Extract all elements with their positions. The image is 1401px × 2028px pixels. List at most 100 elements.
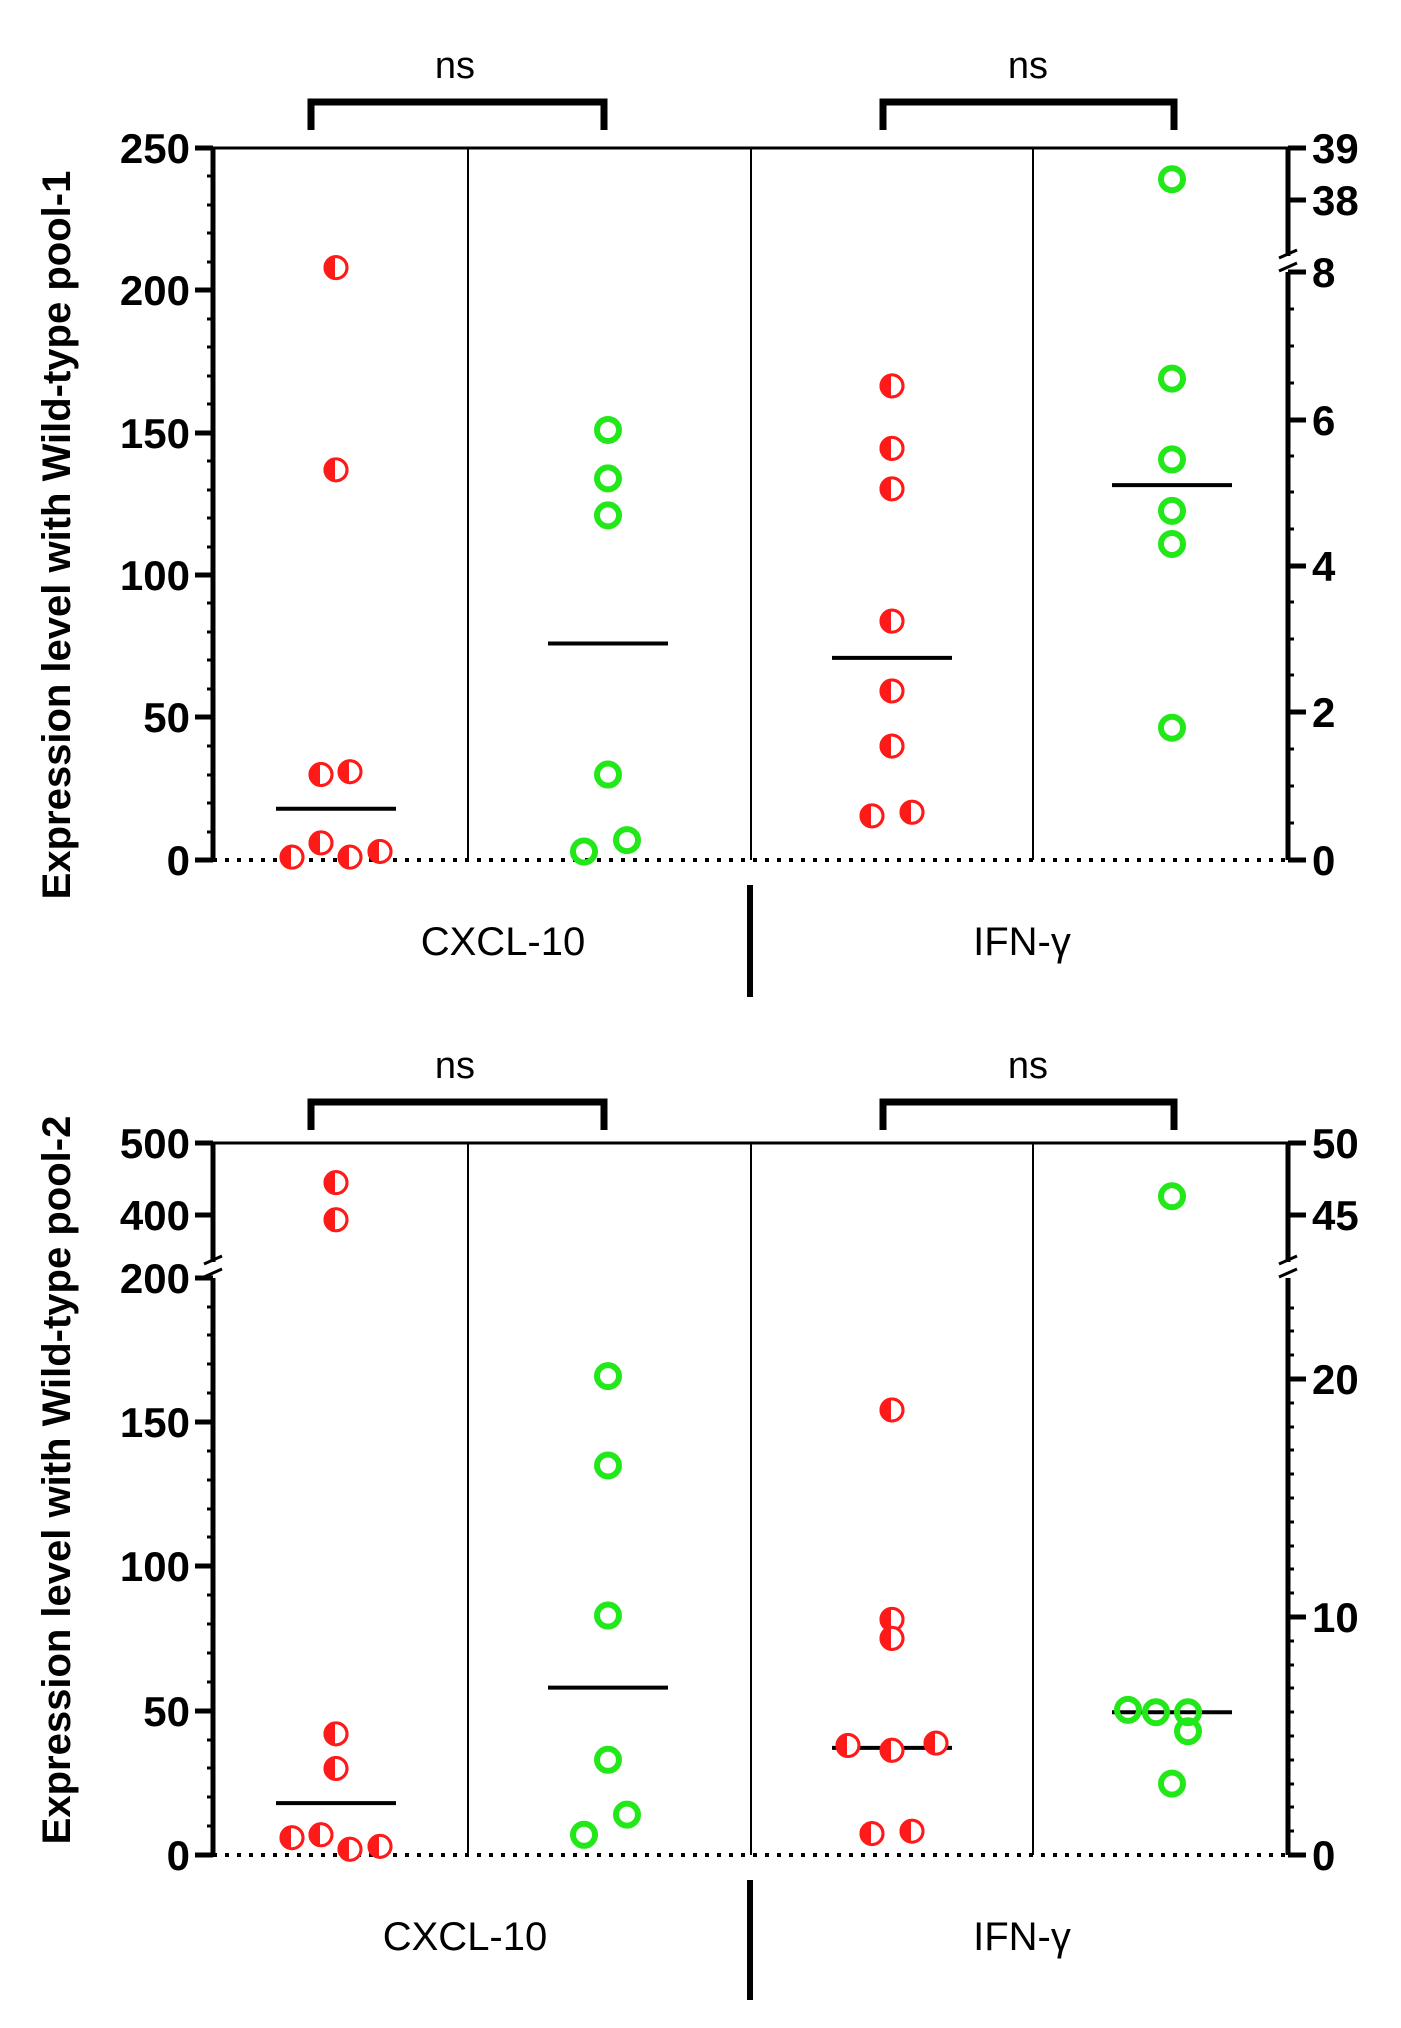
left-tick-label: 50 [143, 1688, 190, 1735]
y-axis-label: Expression level with Wild-type pool-1 [35, 171, 79, 900]
right-tick-label: 0 [1312, 1832, 1335, 1879]
y-axis-label: Expression level with Wild-type pool-2 [35, 1116, 79, 1845]
left-tick-label: 400 [120, 1192, 190, 1239]
data-point-half-filled [879, 733, 905, 759]
data-point-half-filled [323, 255, 349, 281]
category-label: IFN-γ [973, 920, 1071, 964]
right-minor-ticks [1288, 307, 1294, 825]
significance-label: ns [435, 45, 475, 87]
data-point-open-circle [613, 826, 641, 855]
data-point-half-filled [279, 1825, 305, 1851]
data-point-half-filled [879, 476, 905, 502]
data-point-open-circle [1158, 1182, 1186, 1211]
data-point-half-filled [279, 844, 305, 870]
right-tick-label: 0 [1312, 837, 1335, 884]
left-tick-label: 100 [120, 1543, 190, 1590]
data-point-half-filled [923, 1730, 949, 1756]
left-tick-label: 250 [120, 125, 190, 172]
significance-label: ns [435, 1045, 475, 1087]
left-tick-label: 200 [120, 1255, 190, 1302]
data-point-half-filled [835, 1733, 861, 1759]
left-tick-label: 150 [120, 410, 190, 457]
data-point-open-circle [570, 1820, 598, 1849]
category-label: CXCL-10 [421, 920, 586, 964]
data-point-open-circle [1142, 1698, 1170, 1727]
data-point-open-circle [594, 1601, 622, 1630]
right-tick-label: 8 [1312, 249, 1335, 296]
data-point-open-circle [1114, 1695, 1142, 1724]
data-point-half-filled [879, 608, 905, 634]
data-point-half-filled [308, 830, 334, 856]
left-minor-ticks [207, 174, 213, 834]
significance-label: ns [1008, 45, 1048, 87]
right-minor-ticks [1288, 1306, 1294, 1833]
data-point-half-filled [323, 1207, 349, 1233]
data-point-open-circle [1174, 1717, 1202, 1746]
data-point-half-filled [323, 1755, 349, 1781]
data-point-open-circle [594, 1745, 622, 1774]
left-tick-label: 200 [120, 267, 190, 314]
data-point-open-circle [594, 415, 622, 444]
right-tick-label: 2 [1312, 689, 1335, 736]
data-point-half-filled [879, 1606, 905, 1632]
data-point-half-filled [367, 838, 393, 864]
data-point-open-circle [594, 760, 622, 789]
right-tick-marks [1288, 1140, 1306, 1858]
data-point-open-circle [594, 464, 622, 493]
data-point-half-filled [337, 844, 363, 870]
axis-break-mark [203, 1254, 223, 1279]
data-point-half-filled [323, 457, 349, 483]
axis-break-mark [1278, 1254, 1298, 1279]
data-point-open-circle [594, 1451, 622, 1480]
right-tick-label: 50 [1312, 1120, 1359, 1167]
chart-panel-1: Expression level with Wild-type pool-1 n… [35, 45, 1359, 997]
data-point-open-circle [613, 1800, 641, 1829]
left-tick-label: 50 [143, 694, 190, 741]
left-tick-label: 0 [167, 837, 190, 884]
left-tick-marks [195, 145, 213, 863]
data-point-half-filled [879, 435, 905, 461]
data-point-open-circle [1158, 165, 1186, 194]
chart-panel-2: Expression level with Wild-type pool-2 n… [35, 1045, 1359, 2000]
left-tick-label: 150 [120, 1399, 190, 1446]
data-point-half-filled [879, 678, 905, 704]
significance-bracket [879, 98, 1178, 130]
data-point-open-circle [1158, 713, 1186, 742]
data-point-open-circle [594, 501, 622, 530]
significance-bracket [307, 98, 608, 130]
data-point-half-filled [859, 1821, 885, 1847]
data-point-half-filled [859, 803, 885, 829]
data-point-half-filled [367, 1833, 393, 1859]
data-point-open-circle [594, 1362, 622, 1391]
left-tick-label: 500 [120, 1120, 190, 1167]
data-point-half-filled [308, 1822, 334, 1848]
significance-bracket [879, 1098, 1178, 1130]
significance-label: ns [1008, 1045, 1048, 1087]
data-point-open-circle [1158, 1769, 1186, 1798]
data-point-half-filled [879, 1737, 905, 1763]
data-point-open-circle [1158, 445, 1186, 474]
data-point-open-circle [1158, 496, 1186, 525]
right-tick-marks [1288, 145, 1306, 863]
data-point-open-circle [1158, 529, 1186, 558]
data-point-half-filled [323, 1721, 349, 1747]
right-tick-label: 38 [1312, 177, 1359, 224]
right-tick-label: 45 [1312, 1192, 1359, 1239]
axis-break-mark [1278, 248, 1298, 273]
left-tick-label: 0 [167, 1832, 190, 1879]
data-point-half-filled [337, 1836, 363, 1862]
left-minor-ticks [207, 1305, 213, 1828]
data-point-half-filled [308, 762, 334, 788]
right-tick-label: 10 [1312, 1594, 1359, 1641]
right-tick-label: 4 [1312, 543, 1336, 590]
data-point-half-filled [879, 1625, 905, 1651]
data-point-half-filled [899, 1818, 925, 1844]
left-tick-marks [195, 1140, 213, 1858]
data-point-open-circle [1158, 364, 1186, 393]
category-label: IFN-γ [973, 1915, 1071, 1959]
right-tick-label: 39 [1312, 125, 1359, 172]
data-point-open-circle [570, 837, 598, 866]
data-point-half-filled [337, 759, 363, 785]
category-label: CXCL-10 [383, 1915, 548, 1959]
